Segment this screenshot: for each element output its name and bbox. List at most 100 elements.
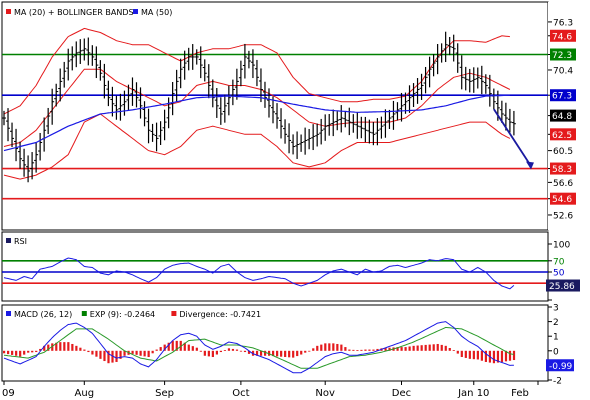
- macd-divergence-bar: [199, 350, 202, 352]
- macd-divergence-bar: [412, 345, 415, 351]
- price-bar: [303, 127, 308, 155]
- price-bar: [479, 65, 484, 95]
- x-tick-label-7: Feb: [511, 388, 529, 399]
- price-bar: [150, 123, 155, 142]
- macd-legend-label-2: Divergence: -0.7421: [179, 310, 261, 319]
- price-bar: [411, 83, 416, 107]
- price-bar: [90, 45, 95, 66]
- macd-divergence-bar: [79, 347, 82, 351]
- price-bar: [331, 109, 336, 137]
- price-bar: [291, 134, 296, 155]
- x-axis: 09 Aug Sep Oct Nov Dec Jan 10 Feb: [2, 381, 539, 399]
- macd-divergence-bar: [396, 347, 399, 351]
- price-bar: [383, 109, 388, 138]
- price-bar: [439, 43, 444, 63]
- price-bar: [182, 50, 187, 80]
- macd-divergence-bar: [11, 350, 14, 355]
- price-bar: [82, 38, 87, 61]
- macd-divergence-bar: [231, 348, 235, 351]
- price-bar: [471, 67, 476, 93]
- macd-panel: [1, 304, 549, 382]
- macd-divergence-bar: [27, 350, 30, 353]
- macd-legend-label-0: MACD (26, 12): [14, 310, 72, 319]
- price-bar: [134, 82, 139, 108]
- price-bar: [315, 123, 320, 147]
- price-bar: [190, 44, 195, 70]
- price-level-box-2: [550, 89, 576, 102]
- macd-divergence-bar: [43, 345, 46, 351]
- macd-current-label: -0.99: [549, 362, 573, 372]
- macd-divergence-bar: [187, 344, 190, 351]
- macd-divergence-bar: [456, 350, 459, 354]
- price-bar: [210, 79, 215, 108]
- price-legend: MA (20) + BOLLINGER BANDS MA (50): [6, 8, 172, 17]
- macd-divergence-bar: [59, 342, 62, 351]
- price-bar: [46, 107, 51, 135]
- ma20-line: [3, 68, 511, 147]
- macd-divergence-bar: [139, 350, 142, 356]
- price-y-axis: 76.3 70.4 60.5 56.6 52.6 74.6 72.3 67.3 64.8 62.5…: [548, 18, 576, 221]
- macd-divergence-bar: [131, 350, 134, 354]
- macd-divergence-bar: [211, 350, 214, 358]
- macd-legend-label-1: EXP (9): -0.2464: [90, 310, 155, 319]
- price-bar: [262, 81, 267, 108]
- macd-divergence-bar: [324, 343, 327, 351]
- x-tick-label-4: Nov: [315, 388, 335, 399]
- rsi-line: [3, 257, 515, 290]
- price-bar: [371, 122, 376, 146]
- price-bar: [34, 142, 39, 173]
- price-bar: [234, 68, 239, 100]
- macd-divergence-bar: [3, 350, 6, 354]
- macd-divergence-bar: [388, 347, 391, 351]
- macd-divergence-bar: [312, 348, 315, 351]
- price-bar: [14, 128, 19, 162]
- price-bar: [283, 119, 288, 144]
- price-bar: [54, 83, 59, 107]
- price-level-box-1: [550, 48, 576, 61]
- price-bar: [351, 114, 356, 133]
- price-level-label-0: 74.6: [552, 32, 572, 42]
- macd-divergence-bar: [259, 350, 263, 356]
- price-bar: [455, 43, 460, 73]
- macd-divergence-bar: [496, 350, 500, 363]
- macd-divergence-bar: [428, 344, 431, 351]
- price-bar: [279, 108, 284, 139]
- macd-divergence-bar: [87, 350, 90, 353]
- macd-divergence-bar: [508, 350, 512, 361]
- price-level-label-1: 72.3: [552, 51, 572, 61]
- macd-divergence-bar: [207, 350, 210, 357]
- macd-divergence-bar: [436, 343, 439, 351]
- macd-divergence-bar: [336, 343, 339, 351]
- price-bar: [114, 95, 119, 120]
- macd-divergence-bar: [67, 342, 70, 351]
- price-bar: [146, 108, 151, 144]
- legend-label-1: MA (50): [141, 8, 172, 17]
- price-level-box-4: [550, 128, 576, 141]
- macd-divergence-bar: [143, 350, 146, 357]
- macd-divergence-bar: [91, 350, 94, 355]
- price-bar: [166, 97, 171, 129]
- price-bar: [467, 68, 472, 93]
- x-tick-label-0: 09: [2, 388, 15, 399]
- price-tick-label-7: 60.5: [553, 147, 573, 157]
- macd-divergence-bar: [75, 345, 78, 351]
- macd-divergence-bar: [444, 345, 447, 351]
- price-bar: [246, 50, 251, 69]
- legend-swatch-0: [6, 9, 11, 14]
- price-bar: [503, 102, 508, 131]
- macd-divergence-bar: [223, 350, 227, 351]
- macd-divergence-bar: [500, 350, 504, 362]
- macd-divergence-bar: [300, 350, 303, 355]
- price-bar: [423, 66, 428, 94]
- price-tick-label-11: 52.6: [553, 211, 573, 221]
- price-tick-label-0: 76.3: [553, 18, 573, 28]
- macd-divergence-bar: [235, 349, 239, 351]
- macd-divergence-bar: [39, 348, 42, 351]
- price-bar: [94, 46, 99, 79]
- price-bar: [102, 63, 107, 99]
- macd-divergence-bar: [460, 350, 463, 358]
- price-bar: [323, 114, 328, 141]
- price-bar: [238, 60, 243, 87]
- macd-divergence-bar: [492, 350, 496, 364]
